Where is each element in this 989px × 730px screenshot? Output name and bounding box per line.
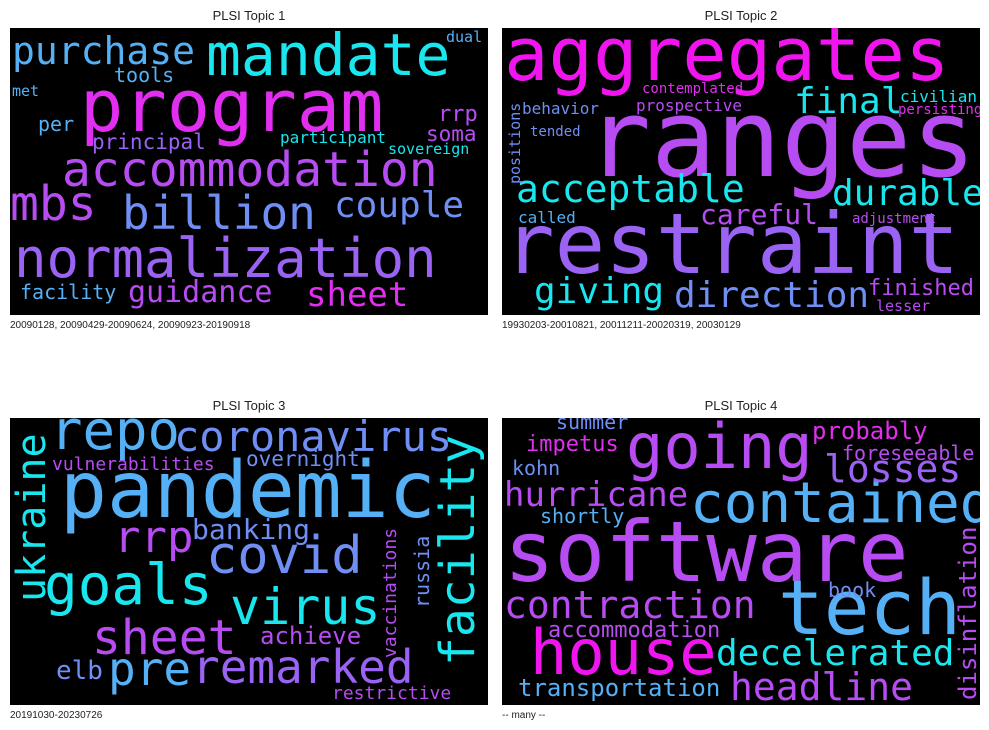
cloud-word: sheet bbox=[92, 610, 237, 666]
panel-caption: 20191030-20230726 bbox=[10, 710, 103, 721]
cloud-word: tended bbox=[530, 124, 581, 140]
cloud-word: book bbox=[828, 578, 877, 602]
cloud-word: overnight bbox=[246, 447, 360, 471]
cloud-word: kohn bbox=[512, 456, 561, 480]
cloud-word: restrictive bbox=[332, 683, 452, 704]
cloud-word: headline bbox=[730, 665, 914, 705]
cloud-word: rrp bbox=[438, 102, 478, 127]
cloud-word: dual bbox=[446, 28, 483, 46]
cloud-word: foreseeable bbox=[842, 441, 975, 465]
cloud-word: elb bbox=[56, 656, 103, 686]
cloud-word: normalization bbox=[14, 227, 437, 290]
cloud-word: prospective bbox=[636, 96, 742, 115]
word-cloud: aggregates ranges restraint acceptable f… bbox=[502, 28, 980, 315]
cloud-word: aggregates bbox=[504, 28, 950, 98]
cloud-word: sovereign bbox=[388, 140, 470, 158]
cloud-word: met bbox=[12, 82, 40, 100]
cloud-word: careful bbox=[700, 198, 819, 231]
panel-caption: 20090128, 20090429-20090624, 20090923-20… bbox=[10, 320, 251, 331]
panel-title: PLSI Topic 1 bbox=[212, 8, 286, 23]
cloud-word: ranges bbox=[586, 77, 977, 202]
cloud-word: per bbox=[38, 112, 75, 136]
panel-caption: 19930203-20010821, 20011211-20020319, 20… bbox=[502, 320, 741, 331]
cloud-word: positions bbox=[506, 102, 524, 184]
cloud-word: transportation bbox=[518, 674, 721, 702]
cloud-word: facility bbox=[430, 434, 486, 666]
cloud-word: covid bbox=[206, 526, 363, 586]
cloud-word: lesser bbox=[876, 297, 931, 315]
cloud-word: accommodation bbox=[548, 618, 721, 643]
cloud-word: acceptable bbox=[516, 167, 745, 211]
cloud-word: soma bbox=[426, 122, 477, 146]
cloud-word: final bbox=[794, 81, 903, 122]
cloud-word: couple bbox=[334, 185, 465, 226]
cloud-word: mandate bbox=[206, 28, 451, 89]
cloud-word: software bbox=[504, 503, 909, 601]
cloud-word: tech bbox=[778, 563, 962, 652]
cloud-word: mbs bbox=[10, 176, 97, 232]
cloud-word: durable bbox=[832, 173, 980, 214]
cloud-word: civilian bbox=[900, 87, 978, 106]
cloud-word: sheet bbox=[306, 275, 409, 315]
cloud-word: principal bbox=[92, 130, 206, 154]
cloud-word: probably bbox=[812, 418, 928, 445]
panel-topic-4: PLSI Topic 4 software going contained te… bbox=[502, 398, 980, 728]
panel-topic-1: PLSI Topic 1 program mandate purchase ac… bbox=[10, 8, 488, 338]
panel-topic-2: PLSI Topic 2 aggregates ranges restraint… bbox=[502, 8, 980, 338]
cloud-word: billion bbox=[122, 186, 316, 240]
cloud-word: purchase bbox=[12, 29, 196, 73]
cloud-word: goals bbox=[44, 553, 213, 618]
cloud-word: remarked bbox=[192, 640, 414, 694]
cloud-word: direction bbox=[674, 275, 870, 315]
cloud-word: finished bbox=[868, 276, 974, 301]
cloud-word: accommodation bbox=[62, 142, 438, 198]
cloud-word: restraint bbox=[504, 195, 960, 293]
cloud-word: guidance bbox=[128, 275, 273, 310]
cloud-word: giving bbox=[534, 271, 665, 312]
cloud-word: impetus bbox=[526, 432, 619, 457]
panel-title: PLSI Topic 3 bbox=[212, 398, 286, 413]
cloud-word: virus bbox=[230, 578, 381, 636]
cloud-word: contraction bbox=[504, 583, 756, 627]
cloud-word: tools bbox=[114, 63, 175, 87]
cloud-word: persisting bbox=[898, 102, 980, 118]
cloud-word: contemplated bbox=[642, 81, 744, 97]
cloud-word: coronavirus bbox=[174, 418, 453, 461]
cloud-word: facility bbox=[20, 280, 117, 304]
word-cloud: program mandate purchase accommodation n… bbox=[10, 28, 488, 315]
panel-topic-3: PLSI Topic 3 pandemic repo coronavirus u… bbox=[10, 398, 488, 728]
cloud-word: pre bbox=[108, 642, 192, 696]
cloud-word: banking bbox=[192, 513, 311, 546]
cloud-word: shortly bbox=[540, 504, 625, 528]
word-cloud: software going contained tech house hurr… bbox=[502, 418, 980, 705]
cloud-word: house bbox=[530, 616, 717, 689]
cloud-word: vaccinations bbox=[380, 527, 401, 658]
panel-title: PLSI Topic 4 bbox=[704, 398, 778, 413]
cloud-word: decelerated bbox=[716, 633, 955, 674]
cloud-word: contained bbox=[690, 471, 980, 536]
panel-title: PLSI Topic 2 bbox=[704, 8, 778, 23]
panel-caption: -- many -- bbox=[502, 710, 546, 721]
cloud-word: losses bbox=[824, 447, 962, 491]
cloud-word: pandemic bbox=[60, 446, 436, 536]
word-cloud: pandemic repo coronavirus ukraine facili… bbox=[10, 418, 488, 705]
cloud-word: disinflation bbox=[954, 526, 980, 700]
cloud-word: repo bbox=[50, 418, 181, 462]
cloud-word: behavior bbox=[522, 99, 600, 118]
cloud-word: hurricane bbox=[504, 475, 689, 515]
cloud-word: vulnerabilities bbox=[52, 454, 215, 475]
cloud-word: program bbox=[80, 64, 384, 148]
cloud-word: going bbox=[626, 418, 813, 483]
cloud-word: summer bbox=[556, 418, 629, 434]
cloud-word: participant bbox=[280, 128, 386, 147]
cloud-word: rrp bbox=[114, 512, 194, 563]
cloud-word: russia bbox=[410, 535, 434, 608]
cloud-word: adjustment bbox=[852, 211, 937, 227]
cloud-word: achieve bbox=[260, 622, 362, 650]
cloud-word: called bbox=[518, 208, 576, 227]
